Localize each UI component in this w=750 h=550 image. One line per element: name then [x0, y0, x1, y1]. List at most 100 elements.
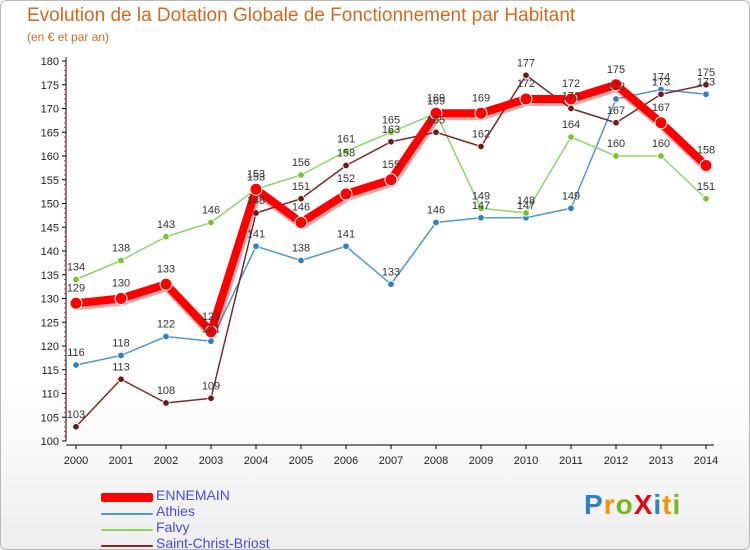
data-label-ennemain: 172: [517, 78, 535, 90]
data-label-athies: 173: [697, 76, 715, 88]
x-tick-label: 2007: [379, 455, 403, 467]
data-label-athies: 118: [112, 338, 130, 350]
data-label-athies: 122: [157, 319, 175, 331]
y-tick-label: 115: [41, 365, 59, 377]
data-label-athies: 121: [202, 323, 220, 335]
data-label-athies: 172: [607, 81, 625, 93]
point-saint-christ-briost: [342, 161, 350, 170]
point-falvy: [162, 233, 170, 241]
x-tick-label: 2000: [64, 455, 88, 467]
data-label-athies: 133: [382, 266, 400, 278]
point-saint-christ-briost: [207, 394, 215, 402]
x-tick-label: 2003: [199, 455, 223, 467]
point-ennemain: [159, 277, 173, 291]
chart-subtitle: (en € et par an): [27, 30, 110, 44]
legend-label: Athies: [156, 503, 195, 519]
point-saint-christ-briost: [702, 81, 710, 89]
data-label-saint-christ-briost: 167: [607, 105, 625, 117]
data-label-falvy: 169: [427, 95, 445, 107]
legend-swatch: [101, 529, 153, 531]
data-label-falvy: 148: [517, 195, 535, 207]
data-label-falvy: 164: [562, 119, 580, 131]
data-label-ennemain: 167: [652, 102, 670, 114]
y-tick-label: 175: [41, 80, 59, 92]
data-label-ennemain: 153: [247, 168, 265, 180]
y-tick-label: 145: [41, 222, 59, 234]
y-tick-label: 100: [41, 436, 59, 448]
point-saint-christ-briost: [567, 104, 575, 113]
x-tick-label: 2010: [514, 455, 538, 467]
logo-letter: o: [615, 489, 634, 520]
y-tick-label: 165: [41, 127, 59, 139]
y-axis: 100 105 110 115 120 125 130 135 140 145 150 155 160 1…: [41, 56, 67, 448]
point-athies: [432, 218, 440, 227]
point-ennemain: [69, 296, 83, 310]
y-tick-label: 170: [41, 104, 59, 116]
point-ennemain: [519, 92, 533, 106]
point-athies: [117, 351, 125, 360]
y-tick-label: 140: [41, 246, 59, 258]
x-tick-label: 2001: [109, 455, 133, 467]
data-label-athies: 141: [247, 228, 265, 240]
point-athies: [702, 90, 710, 98]
proxiti-logo: ProXiti: [584, 489, 681, 521]
point-falvy: [567, 133, 575, 141]
point-saint-christ-briost: [432, 128, 440, 136]
y-tick-label: 130: [41, 294, 59, 306]
x-tick-label: 2002: [154, 455, 178, 467]
logo-letter: i: [672, 489, 682, 520]
point-falvy: [612, 152, 620, 160]
x-tick-label: 2005: [289, 455, 313, 467]
data-label-athies: 147: [472, 200, 490, 212]
point-falvy: [297, 171, 305, 179]
data-label-falvy: 160: [652, 138, 670, 150]
point-athies: [207, 337, 215, 345]
data-label-falvy: 165: [382, 114, 400, 126]
data-label-ennemain: 152: [337, 173, 355, 185]
data-label-athies: 116: [67, 347, 85, 359]
data-label-saint-christ-briost: 162: [472, 129, 490, 141]
point-ennemain: [654, 116, 668, 130]
data-label-athies: 174: [652, 72, 670, 84]
point-saint-christ-briost: [612, 119, 620, 127]
point-athies: [72, 361, 80, 369]
data-label-ennemain: 169: [427, 92, 445, 104]
point-athies: [477, 214, 485, 222]
point-athies: [387, 280, 395, 288]
y-tick-label: 110: [41, 389, 59, 401]
data-label-falvy: 153: [247, 171, 265, 183]
logo-letter: i: [653, 489, 663, 520]
legend-swatch: [101, 513, 153, 515]
legend-label: ENNEMAIN: [156, 487, 230, 503]
legend-label: Falvy: [156, 519, 190, 535]
x-tick-label: 2013: [649, 455, 673, 467]
data-label-ennemain: 130: [112, 278, 130, 290]
point-ennemain: [699, 159, 713, 172]
point-falvy: [387, 128, 395, 136]
legend-swatch: [101, 493, 153, 502]
point-athies: [612, 95, 620, 103]
data-label-falvy: 160: [607, 138, 625, 150]
data-label-saint-christ-briost: 175: [697, 67, 715, 79]
data-label-saint-christ-briost: 108: [157, 385, 175, 397]
series-lines: [69, 71, 713, 431]
data-label-saint-christ-briost: 103: [67, 409, 85, 421]
data-label-ennemain: 175: [607, 64, 625, 76]
x-tick-label: 2004: [244, 455, 268, 467]
data-label-ennemain: 155: [382, 159, 400, 171]
chart-title: Evolution de la Dotation Globale de Fonc…: [27, 5, 576, 26]
point-ennemain: [249, 182, 263, 196]
y-tick-label: 180: [41, 56, 59, 68]
y-tick-label: 150: [41, 199, 59, 211]
data-label-saint-christ-briost: 113: [112, 361, 130, 373]
point-falvy: [657, 152, 665, 160]
point-ennemain: [384, 173, 398, 187]
point-falvy: [342, 147, 350, 155]
x-tick-label: 2014: [694, 455, 718, 467]
point-saint-christ-briost: [162, 399, 170, 407]
point-falvy: [702, 195, 710, 203]
point-ennemain: [564, 92, 578, 106]
data-label-falvy: 156: [292, 157, 310, 169]
data-label-ennemain: 146: [292, 202, 310, 214]
